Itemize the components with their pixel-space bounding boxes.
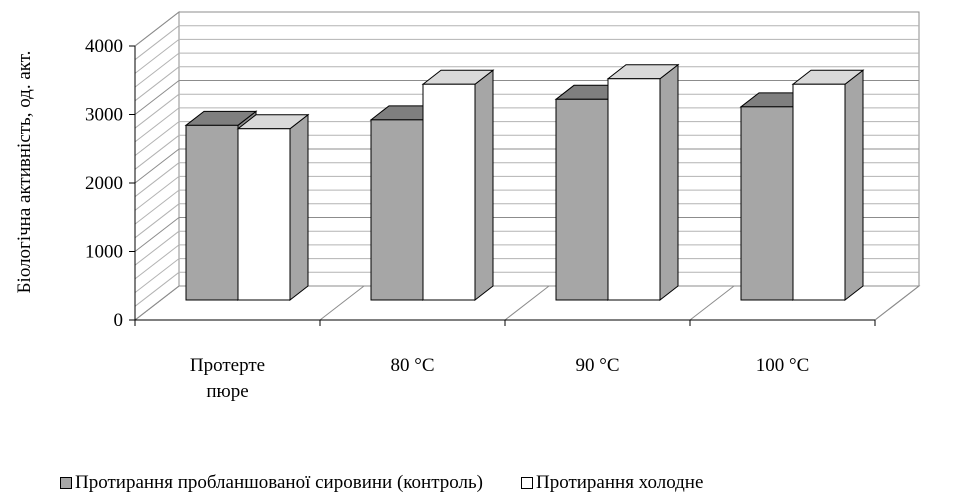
gridline-side — [134, 11, 180, 47]
x-category-label: 80 °C — [390, 355, 434, 376]
y-tick-label: 2000 — [85, 173, 123, 194]
floor-divider — [319, 285, 365, 321]
gridline-side — [134, 271, 180, 307]
floor-divider — [504, 285, 550, 321]
x-category-label: Протерте — [190, 355, 265, 376]
gridline-side — [134, 107, 180, 143]
y-tick-label: 1000 — [85, 242, 123, 263]
legend-label: Протирання холодне — [535, 472, 704, 493]
gridline-side — [134, 39, 180, 74]
y-tick-labels: 0 1000 2000 3000 4000 — [85, 36, 123, 331]
gridline-side — [134, 258, 180, 293]
x-category-label: 100 °C — [756, 355, 810, 376]
legend-item: Протирання холодне — [520, 472, 704, 494]
axes — [129, 45, 876, 326]
legend-label: Протирання пробланшованої сировини (конт… — [75, 472, 483, 493]
gridline-side — [134, 148, 180, 184]
x-category-label: пюре — [206, 381, 248, 402]
gridline-side — [134, 25, 180, 61]
gridline-side — [134, 189, 180, 225]
gridline-side — [134, 203, 180, 239]
gridline-side — [134, 217, 180, 252]
legend-swatch — [520, 477, 533, 489]
bars — [184, 63, 865, 302]
y-axis-label: Біологічна активність, од. акт. — [14, 51, 35, 294]
legend-swatch — [60, 477, 72, 489]
gridline-side — [134, 80, 180, 115]
bar — [422, 83, 476, 301]
bar — [237, 128, 291, 301]
bar — [792, 83, 846, 301]
bar — [185, 124, 239, 301]
gridline-side — [134, 121, 180, 156]
bar — [555, 98, 609, 301]
gridline-side — [134, 52, 180, 88]
gridline-side — [134, 230, 180, 266]
floor-divider — [689, 285, 735, 321]
bar — [607, 78, 661, 301]
bar-side — [844, 69, 864, 302]
bar-side — [474, 69, 494, 302]
x-category-labels: Протерте пюре 80 °C 90 °C 100 °C — [190, 355, 809, 402]
bar — [370, 119, 424, 301]
x-category-label: 90 °C — [575, 355, 619, 376]
y-tick-label: 3000 — [85, 105, 123, 126]
floor-divider — [874, 285, 920, 321]
gridline-side — [134, 134, 180, 170]
gridline-side — [134, 66, 180, 102]
gridline-side — [134, 176, 180, 211]
legend-item: Протирання пробланшованої сировини (конт… — [60, 472, 483, 494]
bar-side — [659, 63, 679, 302]
legend: Протирання пробланшованої сировини (конт… — [60, 470, 960, 496]
y-tick-label: 0 — [114, 310, 124, 331]
gridline-side — [134, 162, 180, 198]
gridline-side — [134, 93, 180, 129]
gridline-side — [134, 285, 180, 321]
bar — [740, 106, 794, 301]
bar-side — [289, 113, 309, 302]
y-tick-label: 4000 — [85, 36, 123, 57]
gridline-side — [134, 244, 180, 280]
